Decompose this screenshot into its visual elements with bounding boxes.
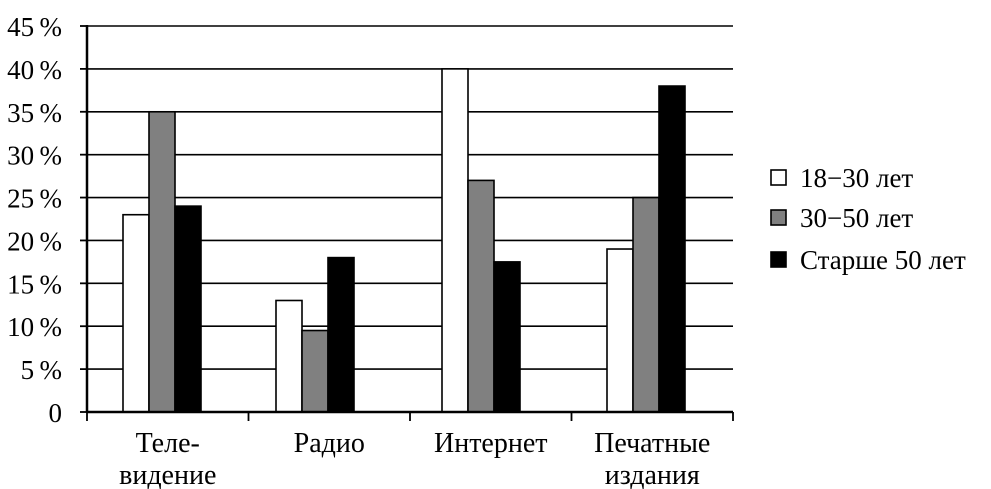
bar	[493, 261, 521, 413]
category-label: Радио	[294, 428, 365, 459]
legend-swatch	[770, 251, 787, 268]
y-tick-label: 30 %	[7, 141, 62, 171]
legend-label: 18−30 лет	[800, 163, 913, 193]
bar	[441, 68, 469, 413]
legend: 18−30 лет 30−50 лет Старше 50 лет	[770, 163, 966, 275]
y-tick-label: 40 %	[7, 55, 62, 85]
y-tick-label: 25 %	[7, 184, 62, 214]
y-tick-label: 5 %	[21, 355, 62, 385]
bar	[327, 256, 355, 413]
legend-swatch	[770, 209, 787, 226]
bar	[606, 248, 634, 413]
bar	[275, 299, 303, 413]
category-label: видение	[119, 460, 216, 489]
category-label: издания	[605, 460, 700, 489]
y-tick-label: 10 %	[7, 312, 62, 342]
category-label: Печатные	[594, 428, 710, 459]
y-tick-label: 45 %	[7, 12, 62, 42]
legend-label: Старше 50 лет	[800, 245, 966, 275]
category-label: Интернет	[434, 428, 548, 459]
bar	[467, 179, 495, 413]
bar	[658, 85, 686, 413]
bar	[174, 205, 202, 413]
category-label: Теле-	[136, 428, 200, 459]
y-tick-label: 15 %	[7, 269, 62, 299]
y-tick-label: 35 %	[7, 98, 62, 128]
y-tick-label: 0	[49, 398, 63, 428]
bar	[122, 213, 150, 413]
y-axis-ticks: 0 5 % 10 % 15 % 20 % 25 % 30 % 35 % 40 % 45 %	[7, 12, 62, 428]
legend-label: 30−50 лет	[800, 203, 913, 233]
y-tick-label: 20 %	[7, 226, 62, 256]
bar	[148, 110, 176, 413]
bars	[122, 68, 686, 413]
axes	[80, 25, 734, 421]
bar	[632, 196, 660, 413]
bar	[301, 329, 329, 413]
legend-swatch	[770, 169, 787, 186]
